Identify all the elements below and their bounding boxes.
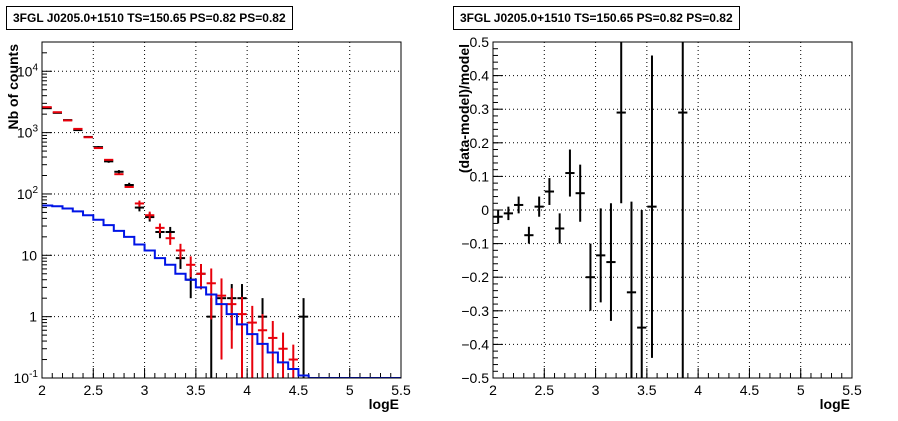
y-tick-label: 10	[21, 247, 37, 263]
x-axis-title: logE	[369, 396, 399, 412]
y-tick-label: 0.4	[470, 68, 490, 84]
y-axis-title: Nb of counts	[5, 44, 21, 130]
y-tick-label: 103	[17, 124, 39, 141]
x-tick-label: 3.5	[637, 382, 657, 398]
y-tick-label: 0.2	[470, 135, 490, 151]
y-tick-label: 0.3	[470, 101, 490, 117]
plot-frame	[492, 41, 853, 379]
x-tick-label: 5.5	[391, 382, 411, 398]
y-tick-label: 0	[481, 202, 489, 218]
y-tick-label: −0.2	[461, 269, 489, 285]
y-tick-label: −0.3	[461, 303, 489, 319]
y-tick-label: 104	[17, 62, 39, 79]
x-axis-title: logE	[820, 396, 850, 412]
right-panel-residuals: 2 2.5 3 3.5 4 4.5 5 5.5 −0.5 −0.4 −0.3 −0.2 −0.1 0 0.1…	[456, 34, 862, 412]
x-tick-label: 5.5	[842, 382, 862, 398]
left-panel-counts: 2 2.5 3 3.5 4 4.5 5 5.5 10-1 1 10 102 103 104 logE Nb o…	[5, 41, 411, 412]
plot-frame	[41, 41, 402, 379]
y-tick-label: 1	[29, 309, 37, 325]
data-layer	[493, 42, 688, 378]
model-step-line	[42, 204, 401, 378]
x-tick-label: 2.5	[84, 382, 104, 398]
x-tick-label: 2	[489, 382, 497, 398]
x-tick-label: 3	[141, 382, 149, 398]
left-chart-title: 3FGL J0205.0+1510 TS=150.65 PS=0.82 PS=0…	[6, 6, 293, 30]
y-tick-label: 10-1	[14, 369, 39, 386]
y-tick-label: −0.4	[461, 336, 489, 352]
y-tick-label: −0.1	[461, 236, 489, 252]
y-tick-label: −0.5	[461, 370, 489, 386]
x-tick-label: 5	[346, 382, 354, 398]
x-tick-label: 4	[243, 382, 251, 398]
data-layer	[42, 106, 401, 378]
series-2	[42, 204, 401, 378]
x-tick-label: 4.5	[740, 382, 760, 398]
x-tick-label: 4.5	[289, 382, 309, 398]
y-axis-title: (data-model)/model	[456, 44, 472, 173]
x-tick-label: 2.5	[535, 382, 555, 398]
x-tick-label: 3	[592, 382, 600, 398]
x-tick-label: 5	[797, 382, 805, 398]
series-0	[493, 42, 688, 378]
y-tick-label: 0.5	[470, 34, 490, 50]
y-tick-label: 102	[17, 185, 39, 202]
y-tick-label: 0.1	[470, 168, 490, 184]
x-tick-label: 4	[694, 382, 702, 398]
right-chart-title: 3FGL J0205.0+1510 TS=150.65 PS=0.82 PS=0…	[453, 6, 740, 30]
x-tick-label: 2	[38, 382, 46, 398]
x-tick-label: 3.5	[186, 382, 206, 398]
series-1	[42, 106, 298, 378]
